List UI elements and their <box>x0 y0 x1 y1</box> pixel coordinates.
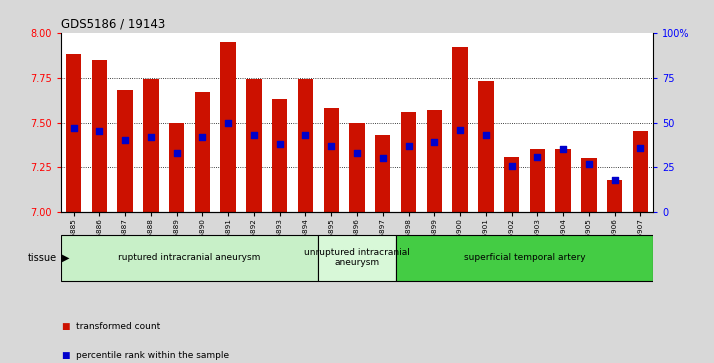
FancyBboxPatch shape <box>318 235 396 281</box>
Bar <box>66 54 81 212</box>
Point <box>480 132 491 138</box>
Bar <box>504 157 519 212</box>
Point <box>223 120 234 126</box>
Point <box>428 139 440 145</box>
Text: ruptured intracranial aneurysm: ruptured intracranial aneurysm <box>119 253 261 262</box>
Bar <box>401 112 416 212</box>
Text: percentile rank within the sample: percentile rank within the sample <box>76 351 229 360</box>
Point <box>274 141 286 147</box>
Bar <box>633 131 648 212</box>
Bar <box>195 92 210 212</box>
Bar <box>478 81 493 212</box>
Bar <box>375 135 391 212</box>
Point <box>454 127 466 132</box>
Bar <box>323 108 339 212</box>
Point <box>300 132 311 138</box>
Text: ▶: ▶ <box>62 253 70 263</box>
Bar <box>117 90 133 212</box>
FancyBboxPatch shape <box>396 235 653 281</box>
Point <box>609 177 620 183</box>
Point <box>506 163 518 168</box>
FancyBboxPatch shape <box>61 235 318 281</box>
Point <box>171 150 182 156</box>
Bar <box>143 79 159 212</box>
Text: transformed count: transformed count <box>76 322 161 331</box>
Text: ■: ■ <box>61 351 69 360</box>
Point <box>145 134 156 140</box>
Text: unruptured intracranial
aneurysm: unruptured intracranial aneurysm <box>304 248 410 268</box>
Bar <box>530 150 545 212</box>
Point <box>351 150 363 156</box>
Point <box>377 156 388 162</box>
Point <box>119 138 131 143</box>
Bar <box>298 79 313 212</box>
Bar <box>453 47 468 212</box>
Text: GDS5186 / 19143: GDS5186 / 19143 <box>61 18 165 31</box>
Bar <box>581 159 597 212</box>
Point <box>583 161 595 167</box>
Point <box>635 145 646 151</box>
Bar <box>221 42 236 212</box>
Point <box>68 125 79 131</box>
Point <box>532 154 543 160</box>
Point <box>326 143 337 149</box>
Text: tissue: tissue <box>28 253 57 263</box>
Bar <box>272 99 288 212</box>
Bar <box>246 79 261 212</box>
Bar <box>555 150 571 212</box>
Point <box>94 129 105 134</box>
Bar <box>349 123 365 212</box>
Bar <box>169 123 184 212</box>
Text: ■: ■ <box>61 322 69 331</box>
Bar <box>91 60 107 212</box>
Point <box>248 132 260 138</box>
Point <box>558 147 569 152</box>
Bar <box>607 180 623 212</box>
Point <box>196 134 208 140</box>
Bar <box>426 110 442 212</box>
Text: superficial temporal artery: superficial temporal artery <box>463 253 585 262</box>
Point <box>403 143 414 149</box>
